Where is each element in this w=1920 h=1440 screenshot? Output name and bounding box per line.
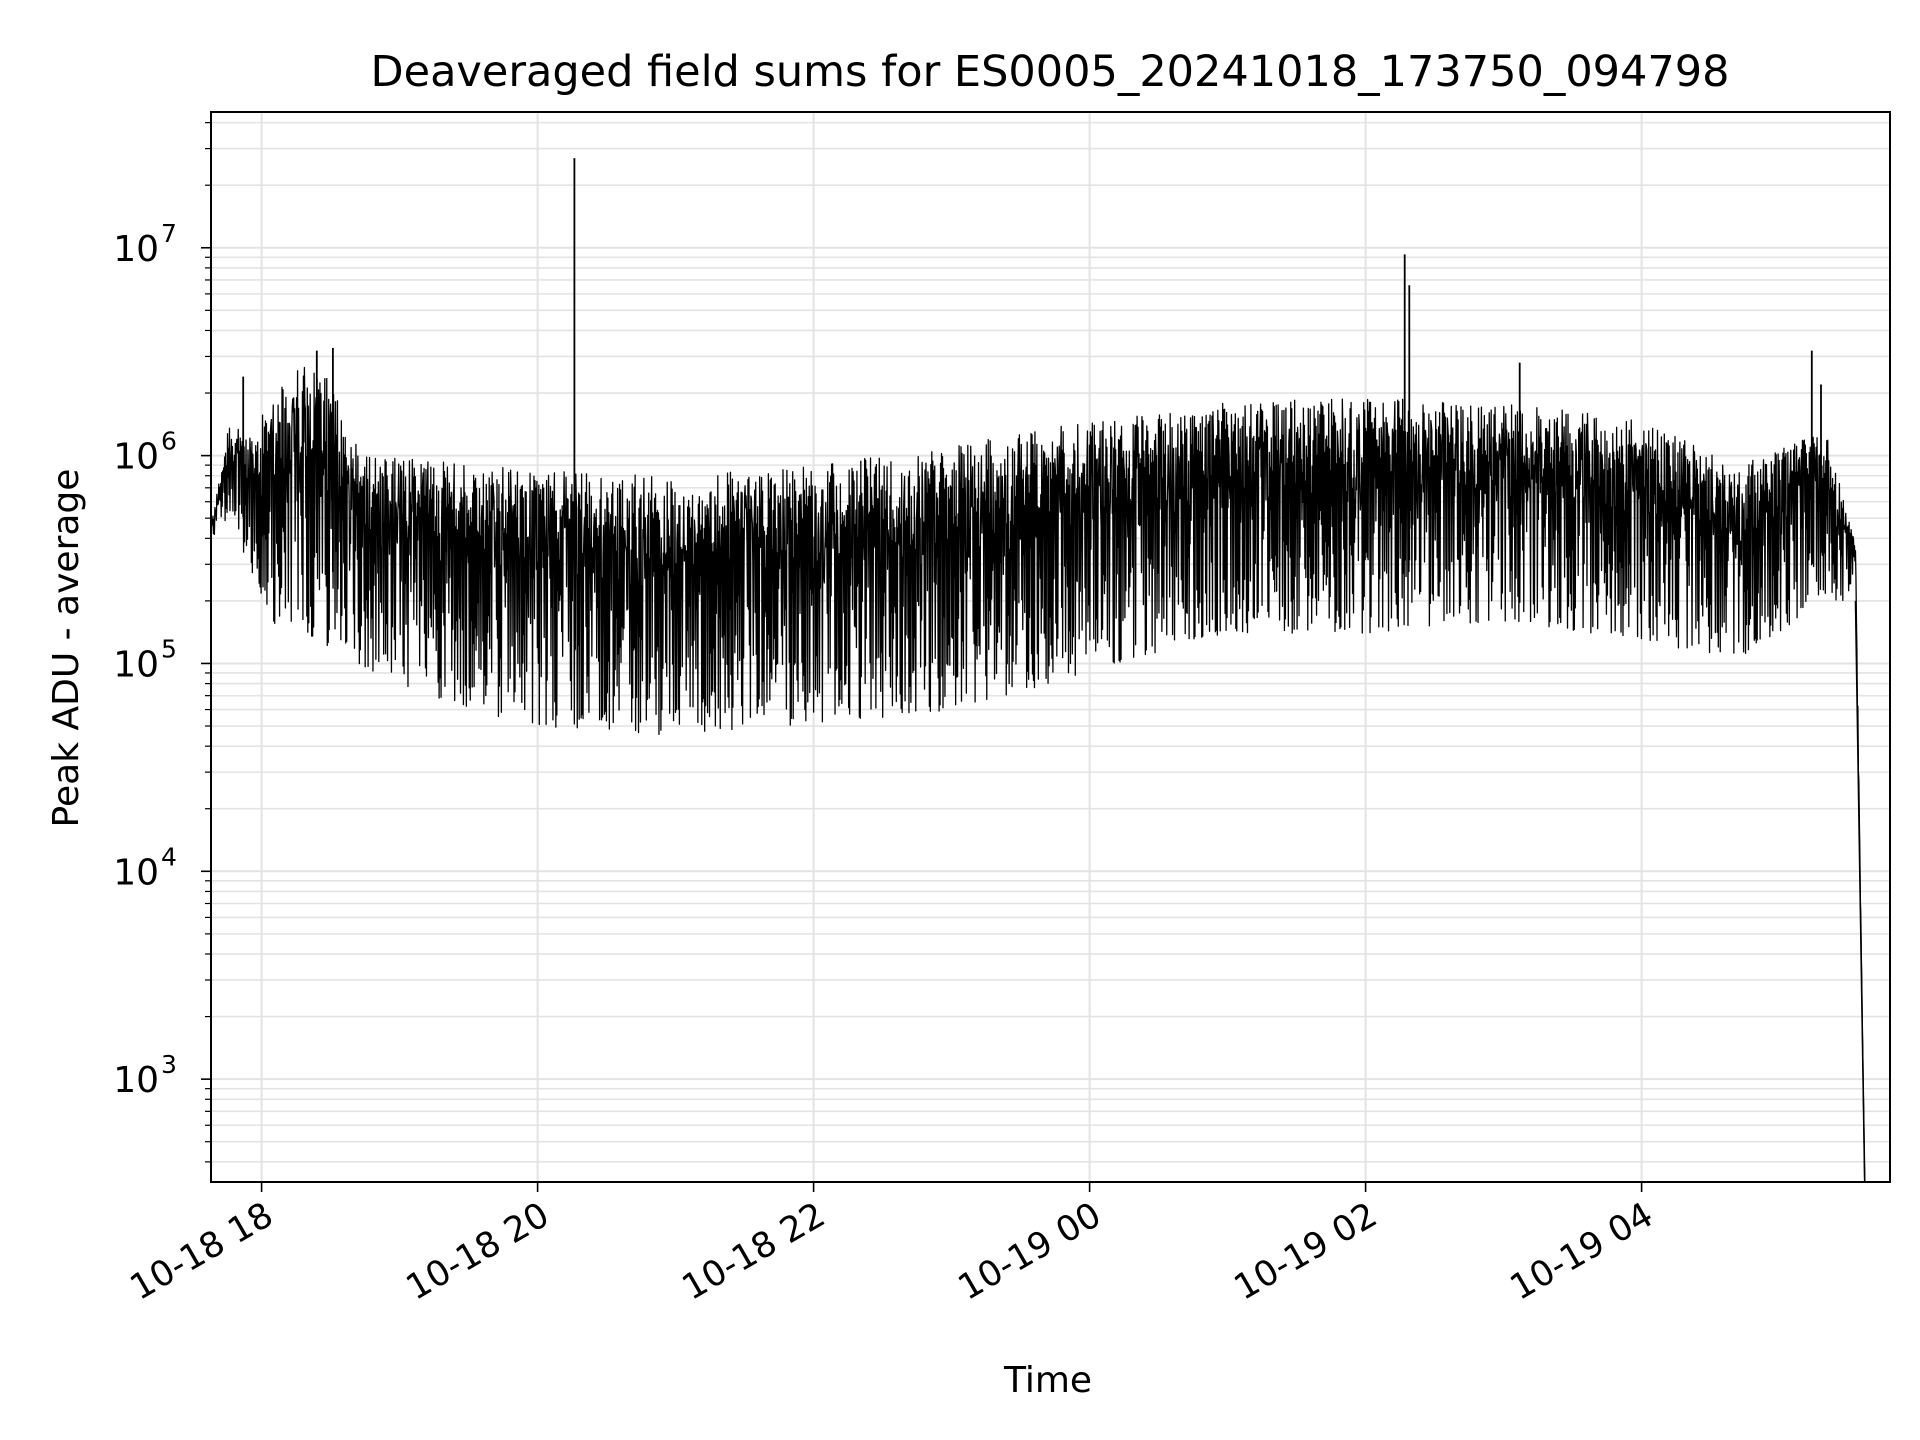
y-tick-label-exponent: 6 bbox=[161, 427, 177, 456]
y-tick-label: 10 bbox=[113, 644, 159, 685]
y-tick-label: 10 bbox=[113, 229, 159, 270]
y-tick-label-exponent: 5 bbox=[161, 634, 177, 663]
plot-area-frame bbox=[210, 111, 1891, 1183]
chart-title: Deaveraged field sums for ES0005_2024101… bbox=[371, 47, 1730, 97]
y-tick-label: 10 bbox=[113, 437, 159, 478]
y-tick-label: 10 bbox=[113, 852, 159, 893]
series-line bbox=[210, 366, 1866, 1183]
series-drop-line bbox=[1854, 600, 1866, 1183]
y-axis-label: Peak ADU - average bbox=[46, 469, 87, 828]
grid bbox=[211, 112, 1890, 1182]
y-tick-label-exponent: 3 bbox=[161, 1050, 177, 1079]
y-tick-label: 10 bbox=[113, 1060, 159, 1101]
y-tick-label-exponent: 4 bbox=[161, 842, 177, 871]
data-series bbox=[210, 158, 1866, 1183]
y-tick-label-exponent: 7 bbox=[161, 219, 177, 248]
x-axis-label: Time bbox=[1003, 1360, 1092, 1401]
